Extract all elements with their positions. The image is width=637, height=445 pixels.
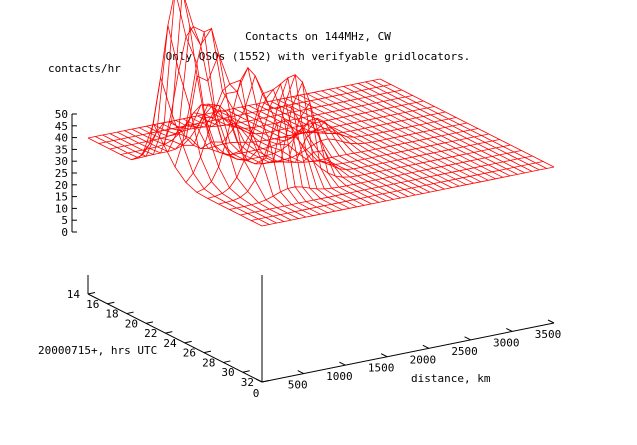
y-tick-mark [203, 350, 212, 354]
x-tick-mark [506, 327, 513, 332]
mesh-line-distance [357, 83, 533, 172]
x-tick-label: 3000 [493, 336, 520, 349]
y-tick-label: 30 [221, 366, 234, 379]
x-tick-label: 0 [253, 387, 260, 400]
x-axis-label: distance, km [411, 372, 491, 385]
y-tick-mark [242, 370, 250, 373]
mesh-line-distance [204, 114, 379, 203]
y-tick-mark [223, 360, 231, 363]
x-tick-label: 1000 [326, 370, 353, 383]
mesh-line-distance [175, 74, 350, 209]
x-tick-mark [464, 336, 471, 341]
chart-subtitle: Only QSOs (1552) with verifyable gridloc… [166, 50, 471, 63]
mesh-line-distance [350, 84, 525, 174]
z-tick-label: 10 [55, 202, 68, 215]
mesh-line-distance [336, 87, 511, 177]
x-tick-mark [255, 378, 263, 383]
y-tick-label: 20 [125, 317, 138, 330]
mesh-line-distance [379, 78, 555, 168]
y-tick-label: 14 [67, 288, 81, 301]
mesh-line-distance [321, 90, 496, 180]
y-tick-mark [87, 292, 96, 295]
x-tick-mark [422, 344, 430, 349]
x-tick-mark [339, 361, 346, 366]
mesh-line-distance [292, 96, 467, 186]
y-axis-ticks: 14 16 18 20 22 24 26 28 30 32 [67, 288, 270, 389]
mesh-line-distance [226, 109, 401, 199]
mesh-line-distance [168, 76, 343, 211]
mesh-line-distance [95, 77, 270, 225]
mesh-line-distance [190, 101, 365, 206]
z-tick-label: 25 [55, 167, 68, 180]
mesh-line-distance [131, 53, 306, 218]
distance-axis-line [261, 322, 555, 383]
y-tick-label: 28 [202, 356, 215, 369]
mesh-line-distance [343, 86, 518, 175]
mesh-line-distance [138, 66, 314, 217]
z-axis-label: contacts/hr [48, 62, 121, 75]
x-tick-label: 1500 [368, 362, 395, 375]
mesh-line-distance [117, 0, 292, 221]
mesh-line-distance [248, 105, 423, 194]
mesh-line-distance [263, 102, 438, 191]
mesh-line-distance [153, 88, 328, 214]
x-axis-ticks: 0 500 1000 1500 2000 2500 3000 3500 [253, 319, 562, 400]
mesh-line-distance [109, 0, 285, 222]
z-tick-label: 30 [55, 155, 68, 168]
mesh-line-distance [277, 99, 452, 188]
y-tick-label: 24 [163, 337, 177, 350]
x-tick-label: 3500 [535, 328, 562, 341]
mesh-line-distance [284, 97, 460, 187]
mesh-line-distance [146, 74, 321, 215]
y-tick-mark [184, 340, 192, 344]
hour-axis-line [87, 293, 263, 383]
mesh-line-distance [241, 106, 416, 196]
z-tick-label: 20 [55, 179, 68, 192]
y-tick-label: 32 [241, 376, 254, 389]
y-tick-mark [107, 301, 115, 305]
x-tick-mark [547, 319, 555, 324]
x-tick-label: 2000 [410, 353, 437, 366]
y-tick-label: 26 [183, 347, 196, 360]
mesh-line-distance [365, 81, 540, 171]
y-tick-label: 16 [86, 298, 99, 311]
z-tick-label: 50 [55, 108, 68, 121]
surface-mesh [87, 0, 555, 227]
y-tick-mark [145, 321, 154, 324]
axes-frame [71, 114, 555, 383]
mesh-line-distance [102, 25, 277, 224]
chart-title: Contacts on 144MHz, CW [245, 30, 391, 43]
x-tick-mark [297, 370, 304, 375]
mesh-line-distance [87, 122, 263, 227]
mesh-line-distance [270, 100, 445, 190]
mesh-line-distance [299, 94, 474, 184]
x-tick-label: 2500 [451, 345, 478, 358]
mesh-line-distance [372, 80, 547, 169]
y-tick-label: 22 [144, 327, 157, 340]
x-tick-mark [380, 353, 388, 358]
mesh-line-distance [124, 25, 299, 219]
z-tick-label: 15 [55, 191, 68, 204]
mesh-line-distance [255, 103, 431, 193]
x-tick-label: 500 [288, 379, 308, 392]
mesh-line-distance [219, 111, 394, 200]
y-tick-mark [261, 380, 270, 383]
mesh-line-distance [328, 88, 504, 178]
y-tick-label: 18 [105, 308, 118, 321]
z-tick-label: 45 [55, 120, 68, 133]
y-axis-label: 20000715+, hrs UTC [38, 344, 157, 357]
z-tick-label: 35 [55, 143, 68, 156]
z-tick-label: 0 [61, 226, 68, 239]
y-tick-mark [165, 331, 173, 334]
y-tick-mark [126, 311, 134, 315]
mesh-line-distance [306, 93, 482, 183]
mesh-line-distance [233, 108, 409, 197]
mesh-line-distance [182, 80, 358, 208]
mesh-line-distance [211, 112, 387, 202]
mesh-line-distance [314, 91, 489, 181]
z-tick-label: 5 [61, 214, 68, 227]
z-tick-label: 40 [55, 132, 68, 145]
